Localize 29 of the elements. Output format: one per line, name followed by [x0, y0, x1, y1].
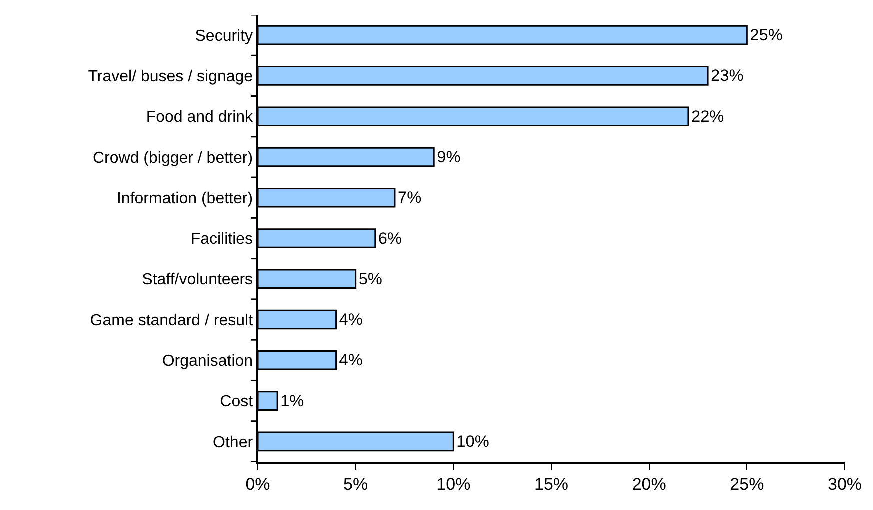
y-tick-label: Security [195, 28, 254, 45]
data-label: 25% [750, 26, 783, 45]
x-tick-label: 30% [828, 475, 862, 494]
y-tick-label: Facilities [190, 231, 254, 248]
data-label: 22% [691, 108, 724, 126]
data-label: 7% [398, 189, 422, 208]
y-tick-label: Crowd (bigger / better) [92, 150, 254, 167]
y-tick-label: Other [213, 434, 254, 452]
x-tick-label: 10% [436, 475, 471, 494]
x-tick-label: 25% [730, 475, 764, 494]
data-label: 10% [456, 432, 490, 451]
x-tick-label: 20% [632, 475, 666, 494]
data-label: 4% [339, 352, 363, 370]
data-label: 9% [437, 148, 461, 167]
y-tick-label: Information (better) [116, 190, 254, 208]
data-label: 23% [711, 67, 744, 86]
data-label: 6% [378, 230, 402, 248]
y-tick-label: Staff/volunteers [142, 272, 254, 289]
x-tick-label: 5% [344, 475, 368, 494]
data-label: 1% [280, 392, 304, 410]
y-tick-label: Organisation [162, 353, 254, 370]
y-tick-label: Travel/ buses / signage [88, 68, 254, 86]
y-tick-label: Cost [220, 394, 254, 411]
x-tick-label: 0% [246, 475, 270, 494]
data-label: 5% [358, 270, 382, 288]
data-label: 4% [339, 311, 363, 330]
y-tick-label: Food and drink [146, 109, 254, 126]
x-tick-label: 15% [534, 475, 569, 494]
y-tick-label: Game standard / result [90, 312, 254, 330]
